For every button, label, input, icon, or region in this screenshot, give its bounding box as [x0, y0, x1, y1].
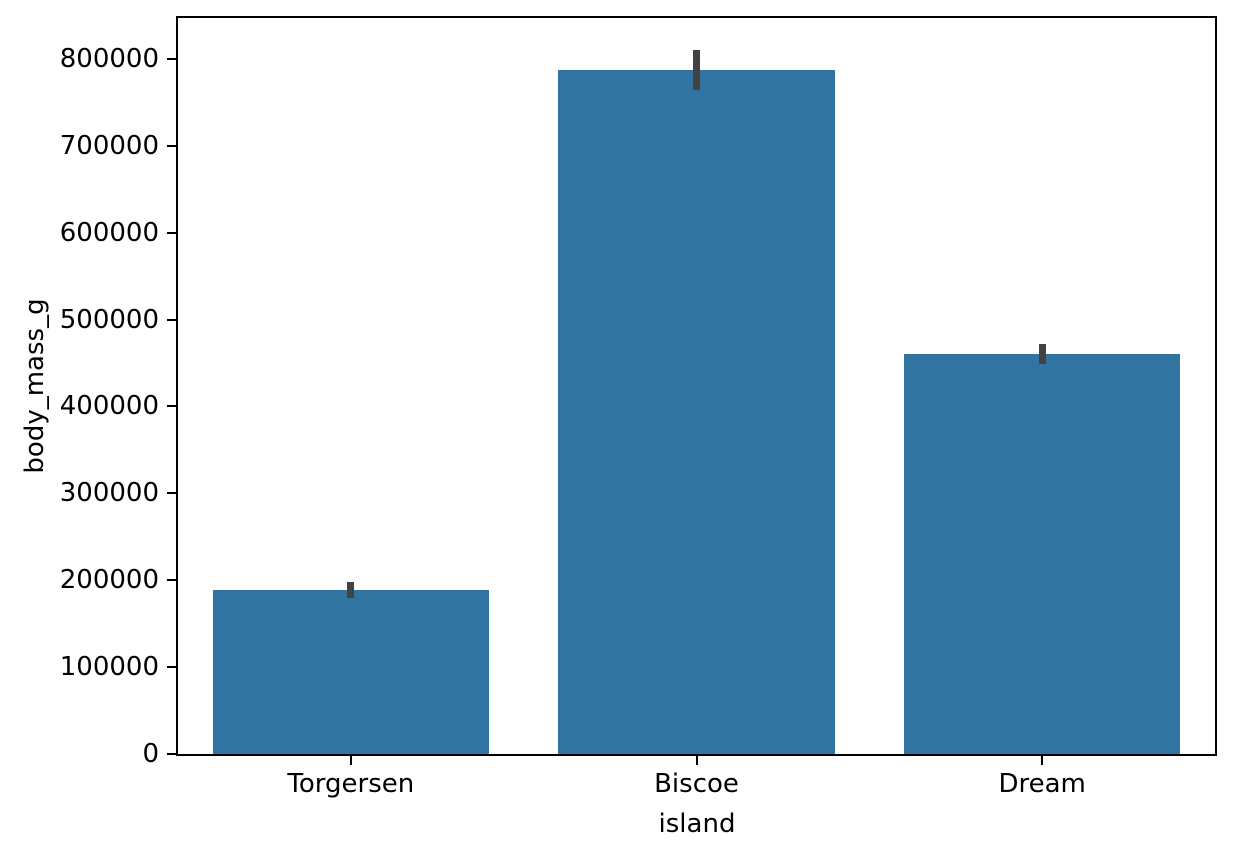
bar-biscoe: [558, 69, 835, 754]
error-bar-biscoe: [693, 50, 700, 91]
y-tick-200000: [167, 579, 176, 582]
x-axis-label: island: [658, 809, 736, 839]
plot-area: [176, 16, 1217, 756]
x-tick-biscoe: [695, 756, 698, 765]
error-bar-torgersen: [347, 581, 355, 599]
y-tick-600000: [167, 231, 176, 234]
x-tick-torgersen: [349, 756, 352, 765]
x-tick-label-torgersen: Torgersen: [287, 769, 415, 799]
y-tick-0: [167, 753, 176, 755]
y-tick-label-500000: 500000: [59, 304, 159, 335]
y-tick-label-100000: 100000: [59, 652, 159, 683]
y-tick-400000: [167, 405, 176, 408]
bar-torgersen: [212, 589, 490, 754]
y-tick-label-200000: 200000: [59, 565, 159, 596]
y-tick-label-600000: 600000: [59, 217, 159, 248]
y-tick-700000: [167, 144, 176, 147]
y-tick-label-700000: 700000: [59, 130, 159, 161]
y-tick-label-800000: 800000: [59, 43, 159, 74]
y-tick-label-400000: 400000: [59, 391, 159, 422]
x-tick-dream: [1041, 756, 1044, 765]
y-tick-label-0: 0: [142, 739, 159, 769]
x-tick-label-biscoe: Biscoe: [654, 769, 739, 799]
error-bar-dream: [1038, 343, 1046, 364]
y-tick-100000: [167, 666, 176, 669]
y-tick-label-300000: 300000: [59, 478, 159, 509]
y-tick-800000: [167, 57, 176, 60]
y-axis-label: body_mass_g: [20, 298, 50, 474]
x-tick-label-dream: Dream: [998, 769, 1086, 799]
bar-dream: [903, 353, 1181, 754]
y-tick-300000: [167, 492, 176, 495]
y-tick-500000: [167, 318, 176, 321]
